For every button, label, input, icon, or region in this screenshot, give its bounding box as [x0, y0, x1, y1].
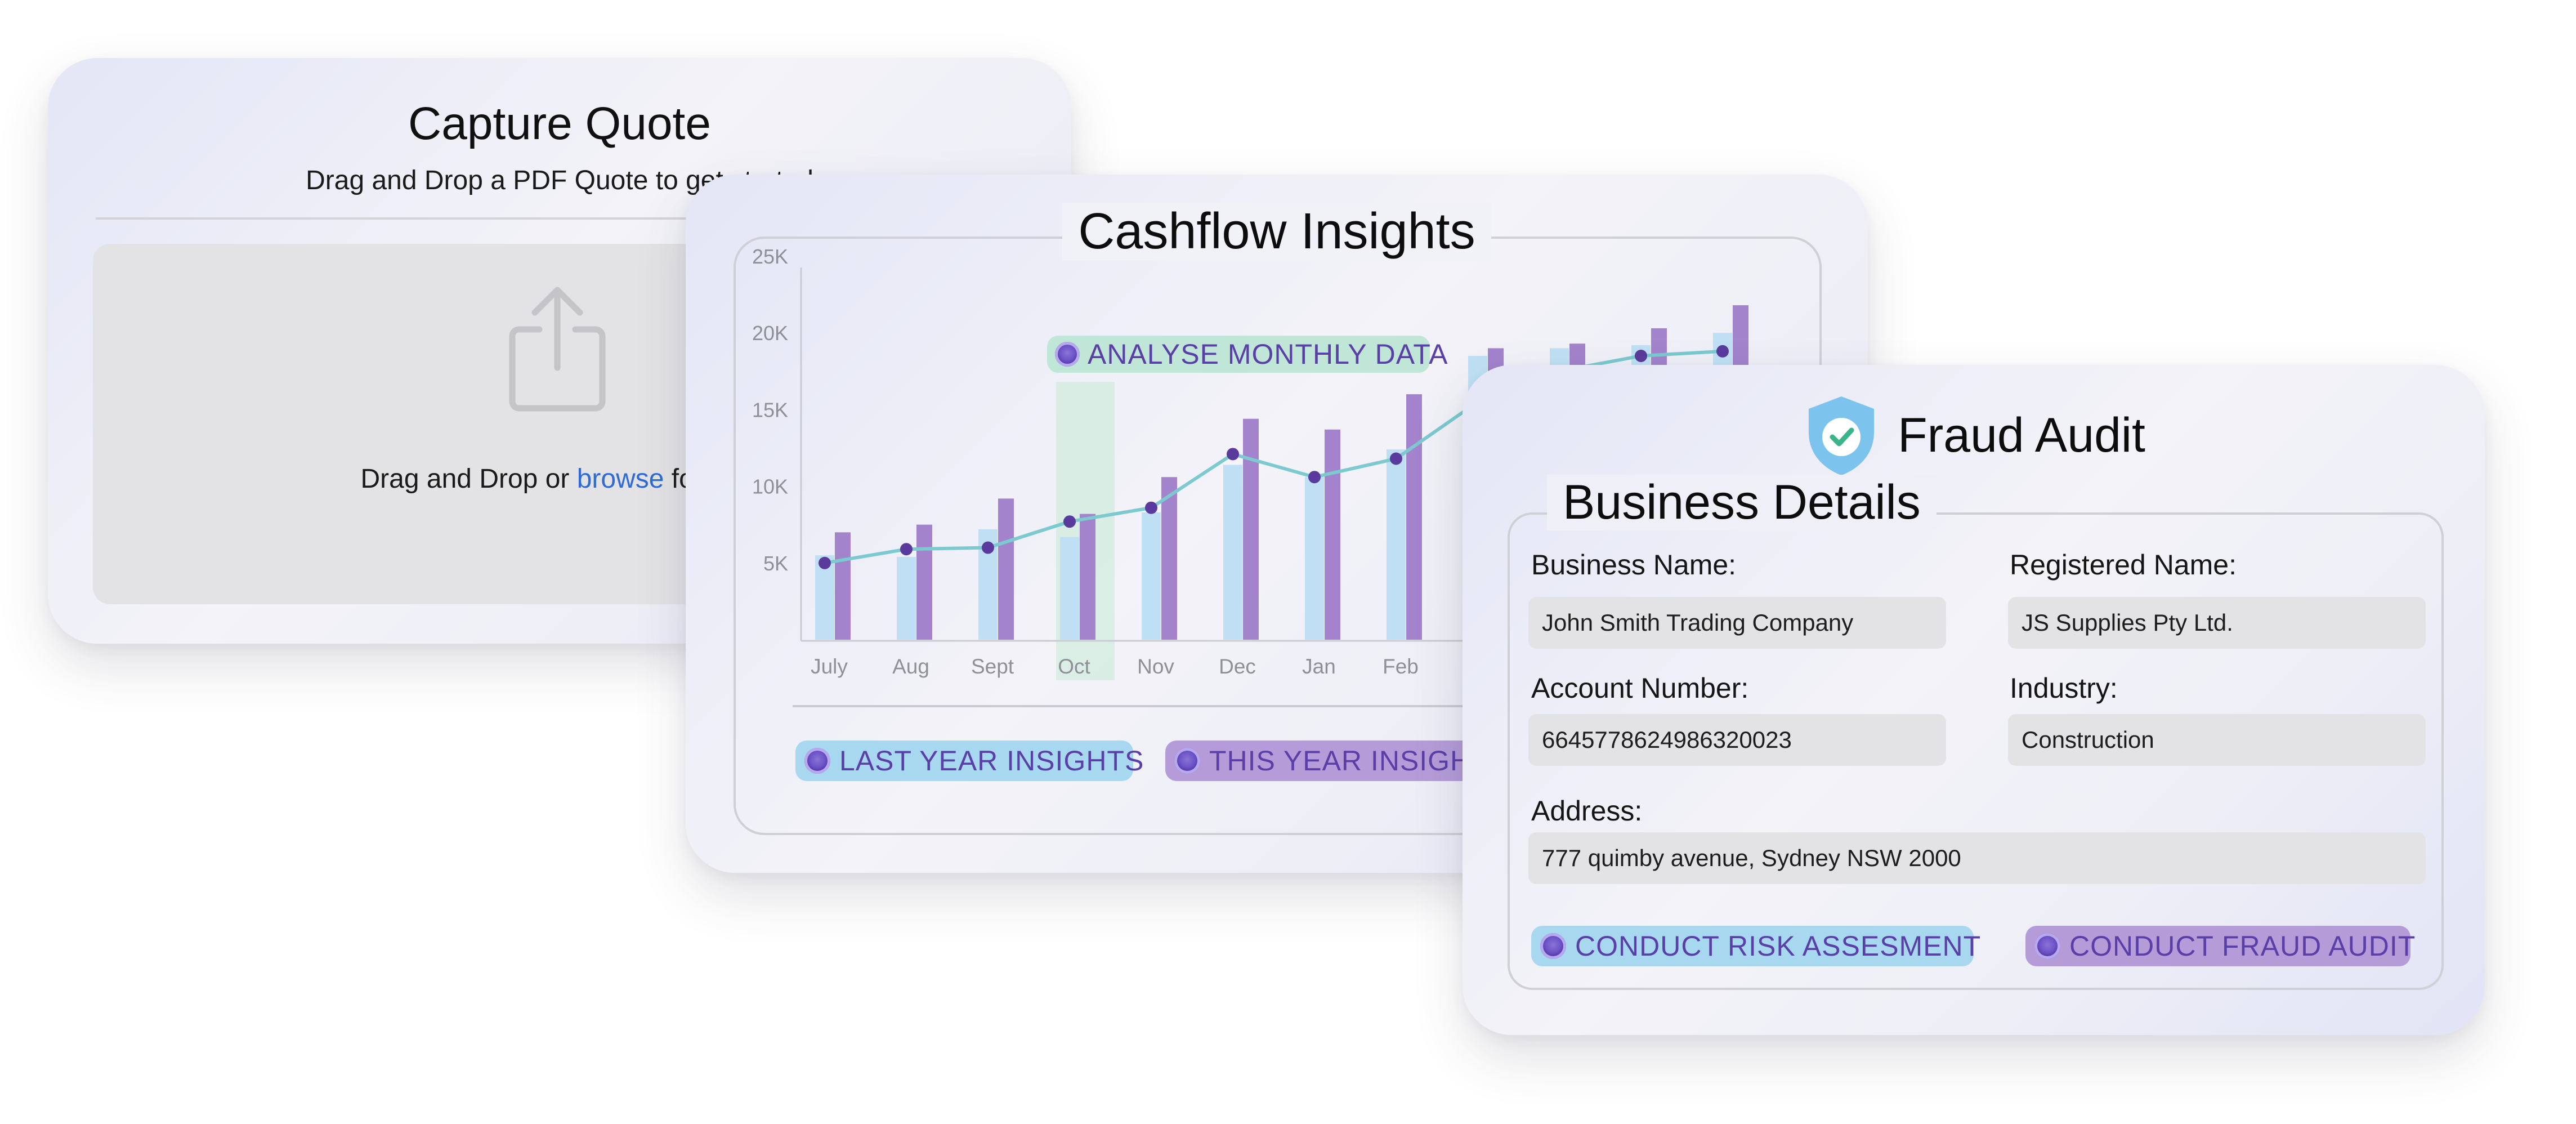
bar-this-year — [1325, 429, 1340, 640]
bar-this-year — [998, 498, 1014, 640]
capture-quote-title: Capture Quote — [408, 98, 711, 149]
bar-last-year — [897, 556, 916, 640]
x-tick-label: Aug — [892, 655, 929, 678]
divider — [96, 217, 1025, 220]
this-year-insights-button[interactable]: THIS YEAR INSIGHTS — [1165, 741, 1508, 781]
x-tick-label: Dec — [1219, 655, 1256, 678]
industry-field[interactable]: Construction — [2008, 714, 2426, 766]
conduct-fraud-audit-button[interactable]: CONDUCT FRAUD AUDIT — [2025, 926, 2415, 966]
address-field[interactable]: 777 quimby avenue, Sydney NSW 2000 — [1528, 832, 2426, 884]
bar-last-year — [1305, 477, 1324, 640]
registered-name-label: Registered Name: — [2010, 549, 2237, 581]
account-number-field[interactable]: 6645778624986320023 — [1528, 714, 1946, 766]
trend-point — [1716, 345, 1729, 358]
radio-dot-icon — [804, 748, 830, 774]
y-tick-label: 10K — [752, 475, 788, 498]
x-tick-label: Feb — [1383, 655, 1419, 678]
bar-this-year — [1080, 514, 1095, 640]
trend-point — [1145, 501, 1157, 514]
last-year-insights-button[interactable]: LAST YEAR INSIGHTS — [795, 741, 1143, 781]
x-tick-label: Nov — [1137, 655, 1174, 678]
analyse-monthly-data-button[interactable]: ANALYSE MONTHLY DATA — [1047, 336, 1448, 373]
bar-this-year — [916, 524, 932, 640]
bar-this-year — [1406, 394, 1422, 640]
browse-link[interactable]: browse — [576, 464, 664, 494]
trend-point — [1390, 452, 1402, 465]
address-label: Address: — [1531, 795, 1643, 827]
radio-dot-icon — [1055, 342, 1080, 367]
trend-point — [1227, 448, 1239, 461]
bar-last-year — [1223, 465, 1242, 640]
fraud-audit-card: Fraud Audit Business Details Business Na… — [1463, 365, 2485, 1035]
business-name-label: Business Name: — [1531, 549, 1737, 581]
chart-divider — [793, 705, 1812, 707]
trend-point — [982, 541, 994, 554]
registered-name-field[interactable]: JS Supplies Pty Ltd. — [2008, 597, 2426, 649]
conduct-risk-assessment-button[interactable]: CONDUCT RISK ASSESMENT — [1531, 926, 1980, 966]
business-name-field[interactable]: John Smith Trading Company — [1528, 597, 1946, 649]
shield-check-icon — [1809, 396, 1875, 475]
industry-label: Industry: — [2010, 672, 2118, 704]
fraud-button-label: CONDUCT FRAUD AUDIT — [2069, 930, 2416, 962]
bar-last-year — [1060, 537, 1079, 640]
fraud-audit-header: Fraud Audit — [1463, 393, 2485, 478]
y-tick-label: 20K — [752, 322, 788, 345]
trend-point — [819, 556, 831, 569]
bar-this-year — [1243, 418, 1259, 640]
trend-point — [1308, 471, 1321, 484]
fraud-audit-title: Fraud Audit — [1898, 408, 2145, 462]
bar-this-year — [835, 532, 851, 640]
trend-point — [900, 543, 913, 556]
this-year-button-label: THIS YEAR INSIGHTS — [1209, 745, 1509, 777]
share-upload-icon — [509, 287, 606, 412]
trend-point — [1063, 515, 1076, 528]
account-number-label: Account Number: — [1531, 672, 1749, 704]
bar-last-year — [1142, 512, 1161, 640]
x-tick-label: July — [811, 655, 848, 678]
trend-point — [1635, 349, 1647, 362]
y-tick-label: 25K — [752, 245, 788, 268]
radio-dot-icon — [1540, 933, 1566, 959]
radio-dot-icon — [2034, 933, 2060, 959]
y-tick-label: 15K — [752, 398, 788, 421]
drop-prefix: Drag and Drop or — [360, 464, 577, 494]
analyse-button-label: ANALYSE MONTHLY DATA — [1088, 338, 1448, 370]
bar-last-year — [815, 555, 834, 640]
risk-button-label: CONDUCT RISK ASSESMENT — [1575, 930, 1982, 962]
x-tick-label: Sept — [971, 655, 1014, 678]
x-tick-label: Oct — [1058, 655, 1090, 678]
business-details-frame — [1508, 512, 2444, 990]
last-year-button-label: LAST YEAR INSIGHTS — [839, 745, 1144, 777]
bar-last-year — [1387, 449, 1406, 640]
x-tick-label: Jan — [1302, 655, 1336, 678]
bar-this-year — [1161, 477, 1177, 640]
radio-dot-icon — [1174, 748, 1200, 774]
y-tick-label: 5K — [763, 552, 788, 575]
